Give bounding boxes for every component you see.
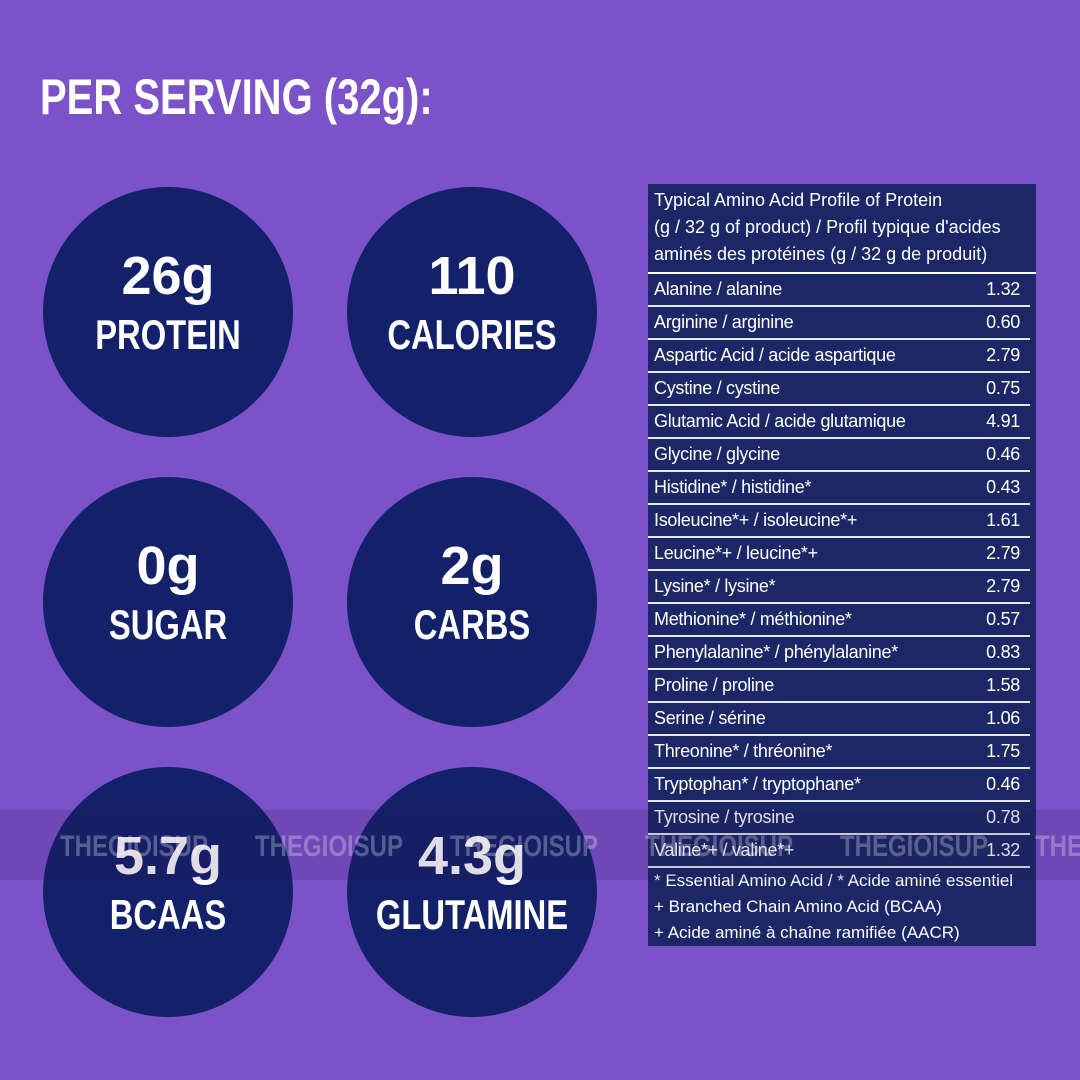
stat-value: 0g — [136, 536, 200, 596]
stat-value: 5.7g — [113, 826, 223, 886]
amino-table: Typical Amino Acid Profile of Protein (g … — [648, 184, 1036, 946]
watermark: THEGIOISUP — [255, 830, 404, 863]
table-row: Valine*+ / valine*+ 1.32 — [648, 835, 1030, 868]
table-row: Arginine / arginine 0.60 — [648, 307, 1030, 340]
amino-name: Histidine* / histidine* — [654, 477, 812, 497]
table-row: Aspartic Acid / acide aspartique 2.79 — [648, 340, 1030, 373]
footnotes: * Essential Amino Acid / * Acide aminé e… — [648, 868, 1036, 946]
amino-value: 1.32 — [986, 840, 1020, 860]
watermark: THEGIOISUP — [645, 830, 794, 863]
amino-value: 0.60 — [986, 312, 1020, 332]
stat-value: 110 — [428, 246, 516, 306]
table-row: Cystine / cystine 0.75 — [648, 373, 1030, 406]
amino-name: Isoleucine*+ / isoleucine*+ — [654, 510, 858, 530]
amino-name: Glycine / glycine — [654, 444, 780, 464]
amino-value: 0.83 — [986, 642, 1020, 662]
amino-name: Phenylalanine* / phénylalanine* — [654, 642, 898, 662]
stat-label: GLUTAMINE — [375, 891, 569, 938]
amino-name: Aspartic Acid / acide aspartique — [654, 345, 896, 365]
amino-value: 0.57 — [986, 609, 1020, 629]
amino-name: Leucine*+ / leucine*+ — [654, 543, 818, 563]
footnote: + Branched Chain Amino Acid (BCAA) — [654, 897, 942, 916]
amino-value: 0.46 — [986, 774, 1020, 794]
table-row: Isoleucine*+ / isoleucine*+ 1.61 — [648, 505, 1030, 538]
stat-value: 4.3g — [417, 826, 527, 886]
watermark: THEGIOISUP — [840, 830, 989, 863]
footnote: * Essential Amino Acid / * Acide aminé e… — [654, 871, 1014, 890]
stat-label: SUGAR — [108, 601, 228, 648]
stat-circle: 5.7g BCAAS — [43, 767, 293, 1017]
amino-name: Threonine* / thréonine* — [654, 741, 833, 761]
amino-value: 2.79 — [986, 543, 1020, 563]
amino-value: 0.75 — [986, 378, 1020, 398]
amino-value: 0.78 — [986, 807, 1020, 827]
amino-value: 0.46 — [986, 444, 1020, 464]
amino-value: 1.06 — [986, 708, 1020, 728]
watermark: THEGIOISUP — [1035, 830, 1080, 863]
watermark: THEGIOISUP — [60, 830, 209, 863]
stat-label: PROTEIN — [95, 311, 241, 358]
amino-value: 4.91 — [986, 411, 1020, 431]
amino-name: Tyrosine / tyrosine — [654, 807, 795, 827]
stat-circle: 0g SUGAR — [43, 477, 293, 727]
table-row: Tryptophan* / tryptophane* 0.46 — [648, 769, 1030, 802]
amino-name: Alanine / alanine — [654, 279, 783, 299]
footnote: + Acide aminé à chaîne ramifiée (AACR) — [654, 923, 960, 942]
stat-label: CARBS — [413, 601, 531, 648]
stat-value: 2g — [440, 536, 504, 596]
stat-circle: 2g CARBS — [347, 477, 597, 727]
amino-name: Tryptophan* / tryptophane* — [654, 774, 861, 794]
stat-circle: 110 CALORIES — [347, 187, 597, 437]
table-row: Leucine*+ / leucine*+ 2.79 — [648, 538, 1030, 571]
table-row: Tyrosine / tyrosine 0.78 — [648, 802, 1030, 835]
table-row: Serine / sérine 1.06 — [648, 703, 1030, 736]
stat-circle: 26g PROTEIN — [43, 187, 293, 437]
watermark: THEGIOISUP — [450, 830, 599, 863]
table-row: Methionine* / méthionine* 0.57 — [648, 604, 1030, 637]
amino-value: 1.32 — [986, 279, 1020, 299]
table-rows: Alanine / alanine 1.32 Arginine / arginine… — [648, 274, 1036, 868]
table-row: Phenylalanine* / phénylalanine* 0.83 — [648, 637, 1030, 670]
amino-name: Glutamic Acid / acide glutamique — [654, 411, 906, 431]
table-title-line: (g / 32 g of product) / Profil typique d… — [654, 217, 1001, 237]
watermark-band — [0, 810, 1080, 880]
title: PER SERVING (32g): — [40, 69, 433, 125]
amino-name: Lysine* / lysine* — [654, 576, 776, 596]
stat-label: CALORIES — [387, 311, 557, 358]
table-row: Glutamic Acid / acide glutamique 4.91 — [648, 406, 1030, 439]
amino-name: Cystine / cystine — [654, 378, 780, 398]
table-row: Lysine* / lysine* 2.79 — [648, 571, 1030, 604]
amino-name: Valine*+ / valine*+ — [654, 840, 795, 860]
table-row: Proline / proline 1.58 — [648, 670, 1030, 703]
table-title: Typical Amino Acid Profile of Protein (g … — [648, 184, 1036, 274]
table-title-line: Typical Amino Acid Profile of Protein — [654, 190, 943, 210]
amino-value: 1.61 — [986, 510, 1020, 530]
amino-value: 2.79 — [986, 345, 1020, 365]
amino-value: 1.58 — [986, 675, 1020, 695]
amino-value: 1.75 — [986, 741, 1020, 761]
amino-name: Proline / proline — [654, 675, 774, 695]
table-row: Histidine* / histidine* 0.43 — [648, 472, 1030, 505]
table-row: Alanine / alanine 1.32 — [648, 274, 1030, 307]
table-row: Threonine* / thréonine* 1.75 — [648, 736, 1030, 769]
stat-value: 26g — [121, 246, 215, 306]
amino-name: Arginine / arginine — [654, 312, 794, 332]
amino-name: Methionine* / méthionine* — [654, 609, 852, 629]
stat-label: BCAAS — [109, 891, 227, 938]
amino-value: 2.79 — [986, 576, 1020, 596]
table-title-line: aminés des protéines (g / 32 g de produi… — [654, 244, 988, 264]
table-row: Glycine / glycine 0.46 — [648, 439, 1030, 472]
amino-name: Serine / sérine — [654, 708, 766, 728]
amino-value: 0.43 — [986, 477, 1020, 497]
stat-circle: 4.3g GLUTAMINE — [347, 767, 597, 1017]
